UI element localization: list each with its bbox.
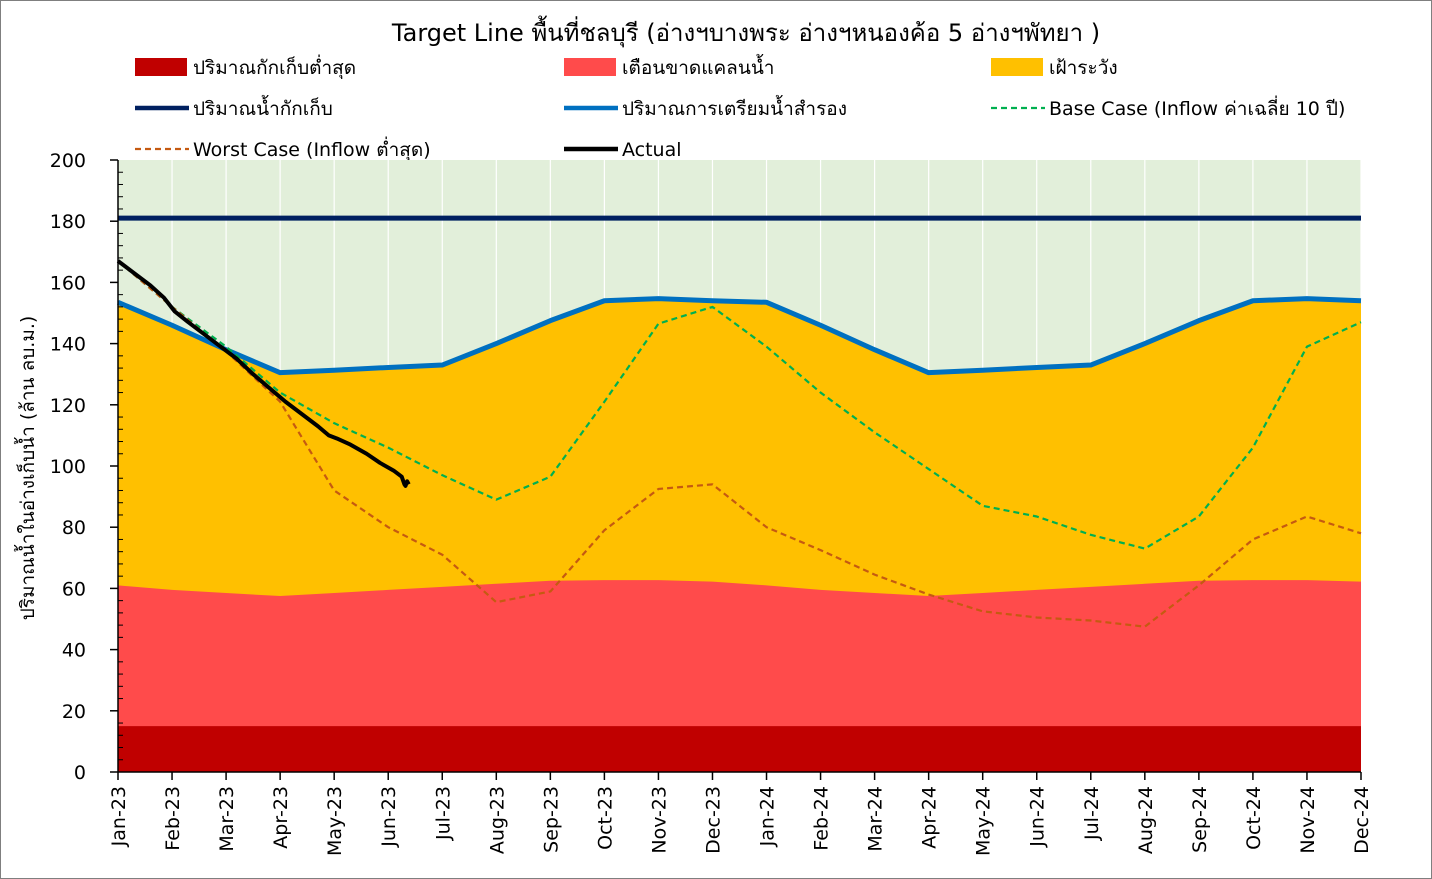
x-tick-label: Jul-23	[432, 786, 454, 841]
legend-label: เฝ้าระวัง	[1049, 57, 1118, 79]
y-tick-label: 20	[62, 701, 86, 723]
x-tick-label: Feb-23	[162, 786, 184, 851]
x-tick-label: Oct-23	[594, 786, 616, 850]
x-tick-label: Mar-23	[216, 786, 238, 852]
legend-label: ปริมาณกักเก็บต่ำสุด	[193, 54, 356, 80]
x-tick-label: Jun-24	[1027, 786, 1049, 848]
legend-label: เตือนขาดแคลนน้ำ	[622, 54, 774, 79]
legend-label: Actual	[622, 139, 682, 161]
y-tick-label: 140	[50, 334, 86, 356]
y-tick-label: 120	[50, 395, 86, 417]
x-tick-label: Apr-23	[270, 786, 292, 849]
chart-title: Target Line พื้นที่ชลบุรี (อ่างฯบางพระ อ…	[391, 15, 1100, 48]
x-tick-label: Nov-23	[648, 786, 670, 854]
legend-label: ปริมาณน้ำกักเก็บ	[193, 95, 333, 120]
y-tick-label: 180	[50, 211, 86, 233]
line-series	[116, 259, 411, 488]
legend-label: Worst Case (Inflow ต่ำสุด)	[193, 136, 431, 162]
x-tick-label: Jun-23	[378, 786, 400, 848]
x-tick-label: Apr-24	[919, 786, 941, 849]
x-tick-label: Aug-24	[1135, 786, 1157, 854]
y-tick-label: 80	[62, 517, 86, 539]
x-tick-label: Jan-24	[757, 786, 779, 847]
y-tick-label: 160	[50, 272, 86, 294]
legend-label: Base Case (Inflow ค่าเฉลี่ย 10 ปี)	[1049, 95, 1345, 120]
x-tick-label: Jan-23	[108, 786, 130, 847]
area-series	[118, 726, 1361, 772]
line-series	[117, 260, 1362, 550]
x-tick-label: Nov-24	[1297, 786, 1319, 854]
x-tick-label: May-23	[324, 786, 346, 856]
legend-swatch	[564, 58, 616, 76]
legend-label: ปริมาณการเตรียมน้ำสำรอง	[622, 95, 847, 120]
x-tick-label: Dec-24	[1351, 786, 1373, 854]
x-tick-label: Mar-24	[865, 786, 887, 852]
x-tick-label: Oct-24	[1243, 786, 1265, 850]
axes: 0 20 40 60 80 100 120 140 160 180 200 Jan-23 Feb-23 M…	[50, 150, 1373, 856]
y-tick-label: 40	[62, 640, 86, 662]
legend-swatch	[991, 58, 1043, 76]
y-axis-title: ปริมาณน้ำในอ่างเก็บน้ำ (ล้าน ลบ.ม.)	[14, 316, 39, 621]
y-tick-label: 60	[62, 578, 86, 600]
plot-area	[116, 160, 1362, 772]
x-tick-label: Dec-23	[702, 786, 724, 854]
y-tick-label: 100	[50, 456, 86, 478]
area-series	[118, 580, 1361, 772]
y-tick-label: 200	[50, 150, 86, 172]
x-tick-label: Feb-24	[811, 786, 833, 851]
legend: ปริมาณกักเก็บต่ำสุด เตือนขาดแคลนน้ำ เฝ้าระ…	[135, 54, 1345, 162]
x-tick-label: Aug-23	[486, 786, 508, 854]
x-tick-label: Jul-24	[1081, 786, 1103, 841]
x-tick-label: May-24	[973, 786, 995, 856]
x-tick-label: Sep-24	[1189, 786, 1211, 853]
line-series	[117, 296, 1362, 376]
x-tick-label: Sep-23	[540, 786, 562, 853]
line-series	[117, 260, 1362, 628]
y-tick-label: 0	[74, 762, 86, 784]
legend-swatch	[135, 58, 187, 76]
